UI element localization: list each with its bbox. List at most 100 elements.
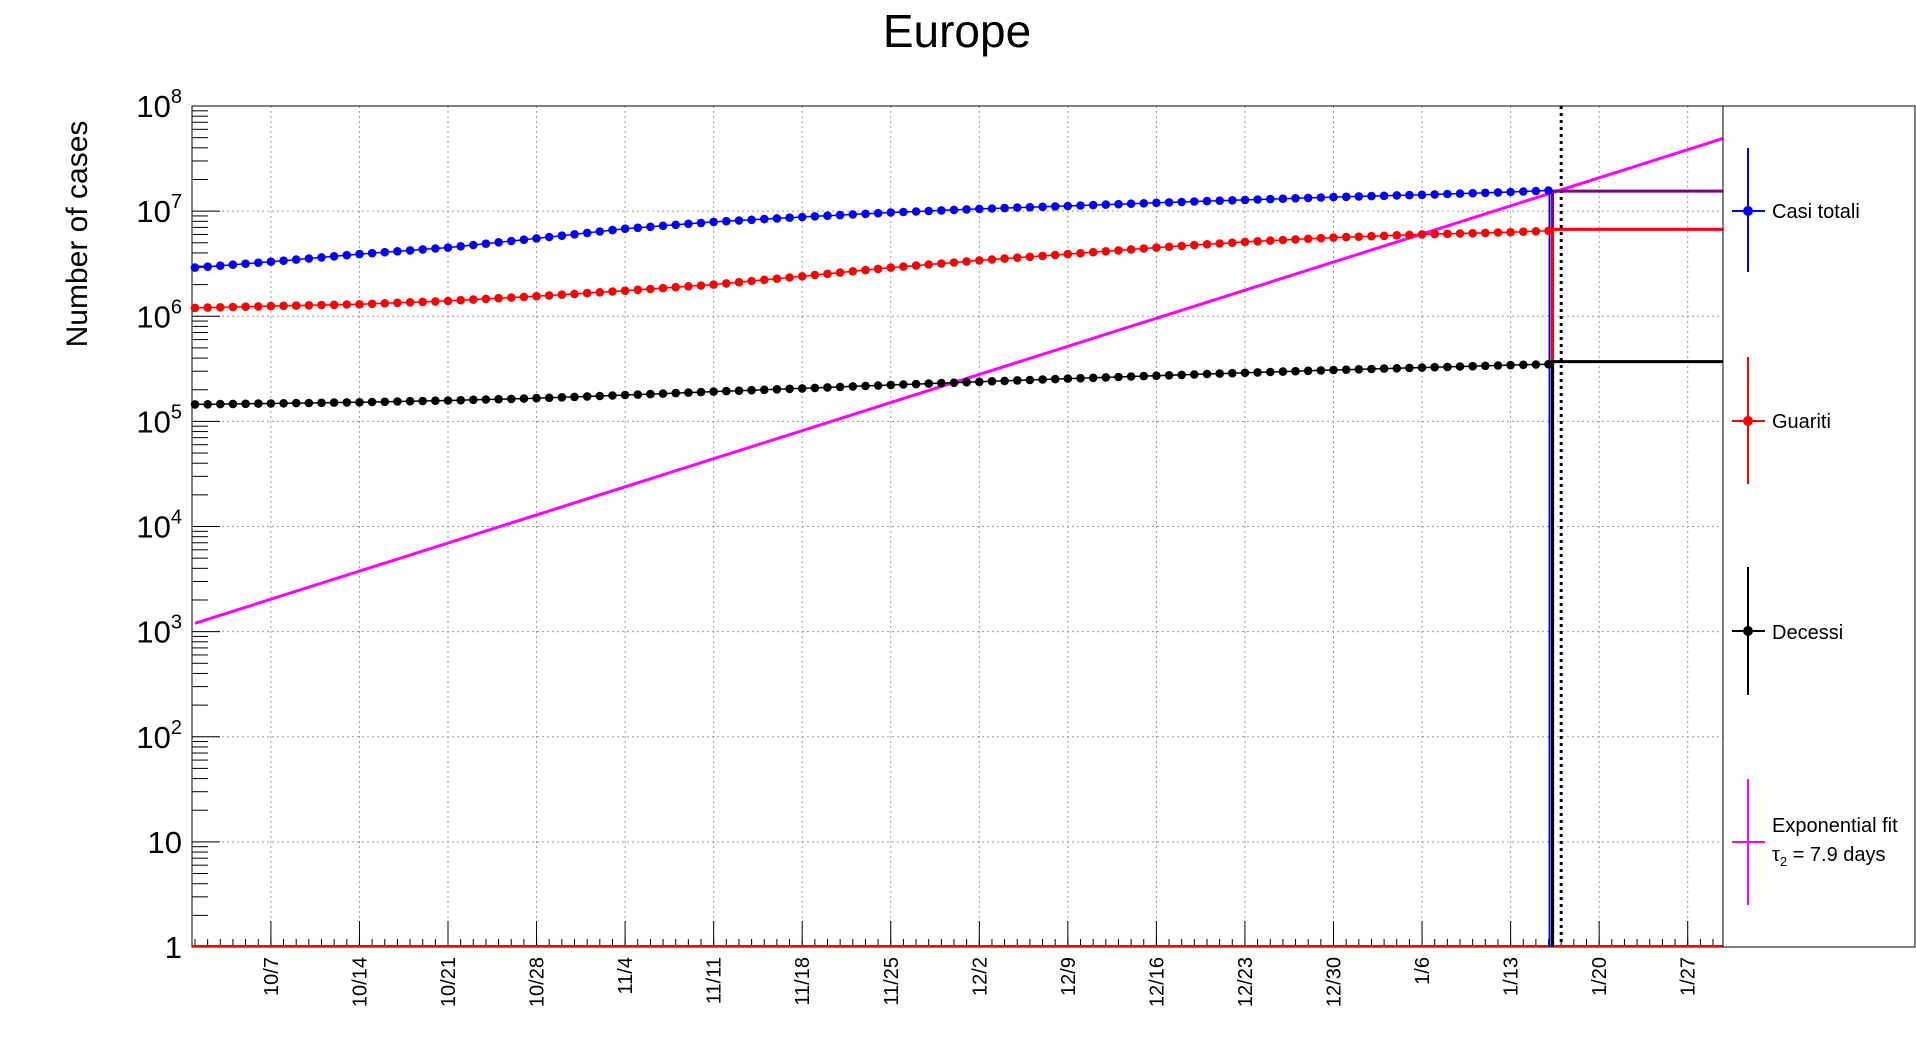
legend-label-guariti: Guariti xyxy=(1772,411,1831,433)
data-point xyxy=(228,260,238,270)
data-point xyxy=(1177,241,1186,251)
data-point xyxy=(1430,362,1439,372)
data-point xyxy=(481,395,491,404)
data-point xyxy=(1341,365,1351,375)
data-point xyxy=(266,257,276,267)
data-point xyxy=(1000,203,1009,213)
data-point xyxy=(886,208,896,217)
data-point xyxy=(987,204,997,213)
y-tick-base: 1 xyxy=(165,930,182,965)
data-point xyxy=(1341,192,1351,202)
data-point xyxy=(608,391,617,400)
data-point xyxy=(216,399,225,409)
data-point xyxy=(1164,242,1174,252)
data-point xyxy=(1519,227,1528,236)
data-point xyxy=(608,225,617,235)
data-point xyxy=(785,273,794,282)
data-point xyxy=(393,247,402,256)
data-point xyxy=(1329,192,1338,202)
data-point xyxy=(1506,187,1515,197)
data-point xyxy=(924,379,933,388)
data-point xyxy=(393,298,402,308)
data-point xyxy=(962,205,971,214)
data-point xyxy=(279,399,288,408)
data-point xyxy=(1379,191,1389,201)
data-point xyxy=(987,377,997,386)
data-point xyxy=(1240,237,1250,247)
data-point xyxy=(1114,372,1123,382)
data-point xyxy=(355,249,364,259)
data-point xyxy=(937,206,946,215)
data-point xyxy=(304,254,314,263)
data-point xyxy=(1367,231,1376,241)
data-point xyxy=(1088,373,1098,383)
data-point xyxy=(1468,188,1477,198)
data-point xyxy=(443,396,453,405)
data-point xyxy=(1468,228,1477,238)
data-point xyxy=(190,400,200,409)
data-point xyxy=(810,212,820,221)
data-point xyxy=(418,297,428,307)
data-point xyxy=(1228,368,1237,378)
data-point xyxy=(1481,188,1490,198)
data-point xyxy=(1405,190,1414,200)
y-tick-label: 1 xyxy=(165,930,182,965)
data-point xyxy=(899,207,908,217)
data-point xyxy=(658,389,668,398)
data-point xyxy=(1228,238,1237,247)
data-point xyxy=(1493,361,1503,370)
x-tick-label: 1/20 xyxy=(1589,957,1611,996)
data-point xyxy=(747,215,756,225)
data-point xyxy=(405,246,415,255)
y-tick-label: 108 xyxy=(136,86,182,124)
x-tick-label: 12/9 xyxy=(1058,957,1080,996)
data-point xyxy=(1531,360,1541,369)
data-point xyxy=(633,390,643,399)
legend-item-casi-totali: Casi totali xyxy=(1732,148,1860,272)
data-point xyxy=(962,257,971,266)
data-point xyxy=(456,395,466,405)
data-point xyxy=(1291,194,1300,203)
data-point xyxy=(747,276,756,286)
y-tick-label: 107 xyxy=(136,191,182,229)
data-point xyxy=(684,282,693,291)
legend: Casi totali Guariti Decessi Exponential … xyxy=(1722,105,1916,948)
data-point xyxy=(1139,371,1149,381)
data-point xyxy=(1417,363,1427,372)
data-point xyxy=(1013,253,1022,262)
data-point xyxy=(355,300,364,309)
data-point xyxy=(1405,230,1414,240)
data-point xyxy=(253,258,263,268)
data-point xyxy=(519,394,529,403)
data-point xyxy=(570,230,579,239)
data-point xyxy=(797,212,807,222)
data-point xyxy=(1202,240,1212,249)
data-point xyxy=(1076,201,1085,210)
y-tick-base: 10 xyxy=(136,299,170,334)
y-axis-label: Number of cases xyxy=(61,121,94,348)
data-point xyxy=(380,397,390,407)
data-point xyxy=(1025,375,1035,385)
data-point xyxy=(1417,190,1427,200)
data-point xyxy=(873,208,883,218)
data-point xyxy=(1379,231,1389,241)
data-point xyxy=(835,268,845,277)
data-point xyxy=(1303,366,1313,376)
data-point xyxy=(633,285,643,295)
x-tick-label: 1/13 xyxy=(1501,957,1523,996)
y-tick-label: 10 xyxy=(148,825,182,860)
data-point xyxy=(1367,364,1376,374)
data-point xyxy=(873,381,883,390)
data-point xyxy=(646,284,655,294)
y-tick-label: 103 xyxy=(136,612,182,650)
data-point xyxy=(1481,228,1490,238)
data-point xyxy=(418,245,428,254)
data-point xyxy=(1341,232,1351,242)
tau-symbol: τ xyxy=(1772,844,1780,866)
data-point xyxy=(570,289,579,299)
data-point xyxy=(1379,364,1389,373)
data-point xyxy=(1013,376,1022,385)
data-point xyxy=(418,396,428,406)
data-point xyxy=(620,390,630,400)
data-point xyxy=(1088,247,1098,257)
